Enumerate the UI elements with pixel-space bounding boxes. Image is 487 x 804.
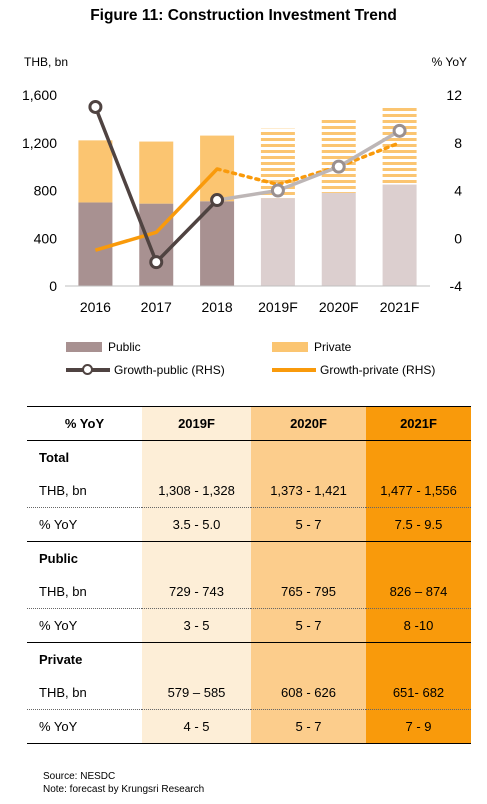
legend-growth-public-marker [82,364,93,375]
x-tick-label: 2021F [380,299,420,315]
y-right-tick-label: 12 [446,87,462,103]
forecast-note: Note: forecast by Krungsri Research [43,784,205,795]
bar-private [139,141,174,204]
table-row: % YoY 3 - 5 5 - 7 8 -10 [27,608,471,643]
table-cell: 4 - 5 [142,709,251,744]
y-left-tick-label: 800 [34,183,58,199]
legend-public-swatch [66,342,102,352]
legend-private-label: Private [314,340,352,354]
growth-public-point [270,183,285,198]
row-label: % YoY [27,709,142,744]
table-header-cell: 2019F [142,406,251,441]
table-cell: 5 - 7 [251,608,366,643]
legend-public: Public [66,340,141,354]
legend-growth-public-line [66,364,110,375]
legend-private-swatch [272,342,308,352]
table-row: % YoY 3.5 - 5.0 5 - 7 7.5 - 9.5 [27,507,471,542]
table-cell: 5 - 7 [251,507,366,542]
bar-public [139,203,174,286]
y-right-tick-label: 4 [454,183,462,199]
bar-public [260,198,295,286]
table-cell: 608 - 626 [251,676,366,710]
bar-public [78,202,113,286]
y-left-tick-label: 0 [49,278,57,294]
growth-public-point [149,255,164,270]
table-section-row: Private [27,642,471,676]
table-cell: 1,373 - 1,421 [251,474,366,508]
table-cell: 826 – 874 [366,575,471,609]
table-section-row: Public [27,541,471,575]
x-tick-label: 2017 [141,299,172,315]
section-label: Private [27,642,142,676]
y-left-axis-label: THB, bn [24,55,68,69]
source-note: Source: NESDC [43,771,116,782]
row-label: % YoY [27,608,142,643]
x-tick-label: 2019F [258,299,298,315]
table-cell: 729 - 743 [142,575,251,609]
table-row: THB, bn 1,308 - 1,328 1,373 - 1,421 1,47… [27,474,471,508]
bar-public [321,192,356,286]
figure-title: Figure 11: Construction Investment Trend [90,7,397,24]
table-cell: 8 -10 [366,608,471,643]
table-row: % YoY 4 - 5 5 - 7 7 - 9 [27,709,471,744]
x-tick-label: 2020F [319,299,359,315]
row-label: THB, bn [39,584,87,599]
legend-public-label: Public [108,340,141,354]
growth-public-forecast-line [216,129,401,202]
table-header-cell: 2020F [251,406,366,441]
growth-public-point [331,159,346,174]
y-left-tick-label: 400 [34,230,58,246]
x-tick-label: 2018 [202,299,233,315]
table-header-row: % YoY 2019F 2020F 2021F [27,406,471,441]
table-cell: 5 - 7 [251,709,366,744]
y-right-axis-label: % YoY [432,55,467,69]
legend-growth-private: Growth-private (RHS) [272,363,435,377]
growth-public-point [210,193,225,208]
y-left-tick-label: 1,600 [22,87,57,103]
bar-public [200,201,235,286]
table-header-cell: 2021F [366,406,471,441]
legend-growth-public: Growth-public (RHS) [66,363,225,377]
table-row: THB, bn 579 – 585 608 - 626 651- 682 [27,676,471,710]
chart-legend: Public Private Growth-public (RHS) Growt… [0,335,487,383]
table-cell: 651- 682 [366,676,471,710]
section-label: Public [27,541,142,575]
footnote: Source: NESDC Note: forecast by Krungsri… [43,770,204,796]
table-row: THB, bn 729 - 743 765 - 795 826 – 874 [27,575,471,609]
table-cell: 3 - 5 [142,608,251,643]
growth-public-point [392,123,407,138]
row-label: THB, bn [39,685,87,700]
bar-private [78,140,113,203]
y-right-tick-label: -4 [450,278,463,294]
table-cell: 7.5 - 9.5 [366,507,471,542]
bar-private [321,119,356,193]
section-label: Total [39,450,70,465]
y-right-tick-label: 8 [454,135,462,151]
growth-private-line [94,167,219,252]
table-cell: 765 - 795 [251,575,366,609]
row-label: THB, bn [39,483,87,498]
legend-growth-private-line [272,368,316,372]
legend-growth-private-label: Growth-private (RHS) [320,363,436,377]
table-section-row: Total [27,440,471,474]
y-left-tick-label: 1,200 [22,135,57,151]
table-header-cell: % YoY [27,406,142,441]
bar-public [382,184,417,286]
growth-private-forecast-line [215,141,402,187]
table-cell: 579 – 585 [142,676,251,710]
table-cell: 7 - 9 [366,709,471,744]
legend-private: Private [272,340,351,354]
table-cell: 1,477 - 1,556 [366,474,471,508]
forecast-table: % YoY 2019F 2020F 2021F Total THB, bn 1,… [27,406,471,744]
y-right-tick-label: 0 [454,230,462,246]
table-cell: 1,308 - 1,328 [142,474,251,508]
row-label: % YoY [27,507,142,542]
growth-public-point [88,99,103,114]
investment-chart: 0 400 800 1,200 1,600 -4 0 4 8 12 2016 2017 2018 2019… [22,55,467,315]
legend-growth-public-label: Growth-public (RHS) [114,363,225,377]
table-cell: 3.5 - 5.0 [142,507,251,542]
x-tick-label: 2016 [80,299,111,315]
